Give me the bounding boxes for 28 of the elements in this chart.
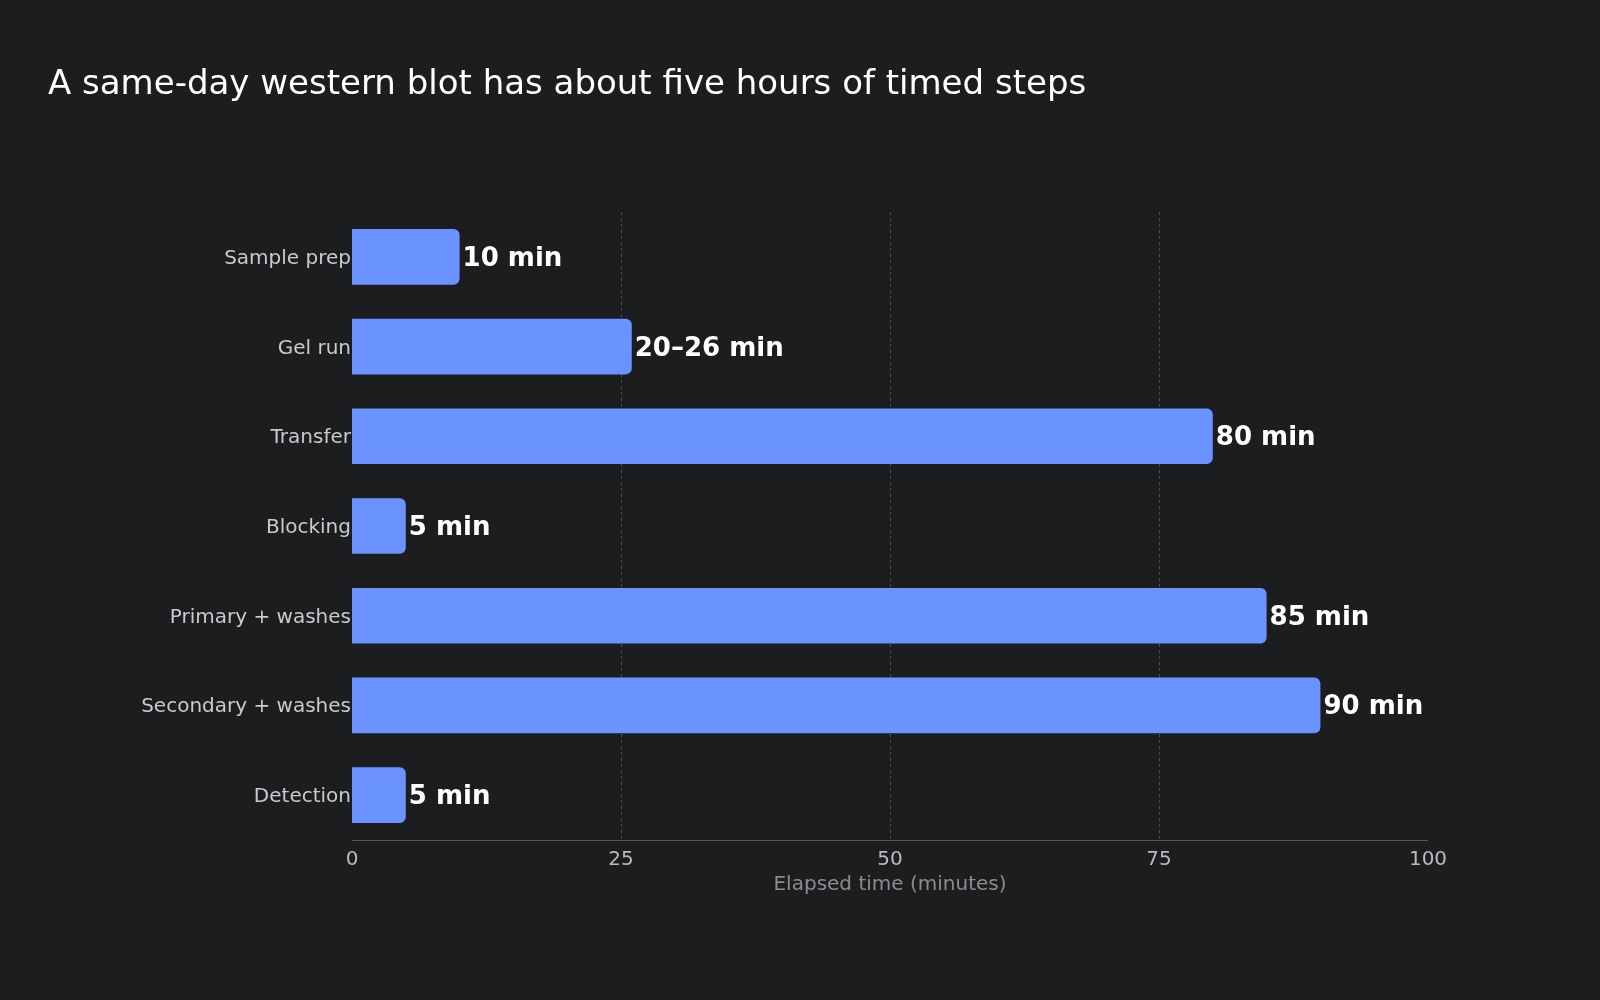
bar [352, 587, 1267, 644]
bar [352, 318, 632, 375]
x-tick-label: 100 [1408, 846, 1448, 870]
chart-title: A same-day western blot has about five hours of timed steps [48, 61, 1087, 102]
x-tick-label: 0 [345, 846, 359, 870]
y-tick-label: Primary + washes [169, 603, 351, 628]
y-tick-label: Secondary + washes [141, 693, 351, 718]
data-label: 80 min [1215, 421, 1316, 452]
x-tick-label: 25 [608, 846, 634, 870]
bar [352, 498, 406, 554]
bar [352, 767, 406, 823]
x-tick-label: 75 [1146, 846, 1172, 870]
x-axis-title: Elapsed time (minutes) [773, 870, 1007, 895]
bar [352, 408, 1213, 465]
y-tick-label: Sample prep [224, 244, 351, 269]
data-label: 5 min [408, 511, 491, 541]
y-tick-label: Detection [253, 783, 351, 808]
y-tick-label: Gel run [277, 334, 351, 359]
y-tick-label: Blocking [265, 514, 351, 538]
data-label: 90 min [1323, 690, 1424, 721]
bar [352, 677, 1321, 734]
data-label: 10 min [462, 241, 563, 272]
bar [352, 229, 460, 285]
y-tick-label: Transfer [269, 424, 352, 449]
data-label: 20–26 min [634, 331, 784, 362]
x-tick-label: 50 [877, 846, 903, 870]
data-label: 85 min [1269, 600, 1370, 631]
data-label: 5 min [408, 780, 491, 811]
